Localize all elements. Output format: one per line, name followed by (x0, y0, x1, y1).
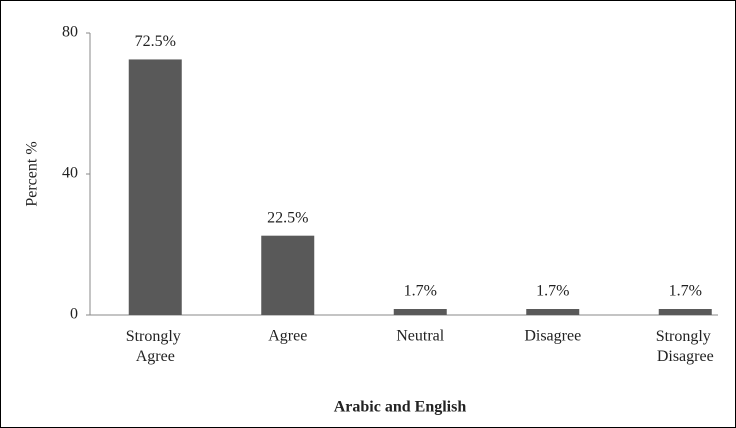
data-label: 1.7% (669, 283, 702, 300)
bar (393, 309, 447, 315)
x-axis-label: Arabic and English (334, 399, 467, 416)
data-label: 72.5% (135, 33, 176, 50)
x-tick-label: Agree (268, 328, 307, 345)
x-tick-label: Strongly Agree (126, 328, 185, 365)
y-tick-label: 80 (62, 24, 78, 41)
bar (261, 235, 315, 315)
bar (128, 59, 182, 315)
y-tick-label: 40 (62, 165, 78, 182)
data-label: 1.7% (536, 283, 569, 300)
data-label: 22.5% (267, 209, 308, 226)
x-tick-label: Disagree (524, 328, 581, 345)
x-tick-label: Strongly Disagree (656, 328, 715, 365)
data-label: 1.7% (404, 283, 437, 300)
y-tick-label: 0 (70, 306, 78, 323)
y-axis-label: Percent % (24, 141, 41, 206)
bar (526, 309, 580, 315)
x-tick-label: Neutral (396, 328, 445, 345)
bar (658, 309, 712, 315)
